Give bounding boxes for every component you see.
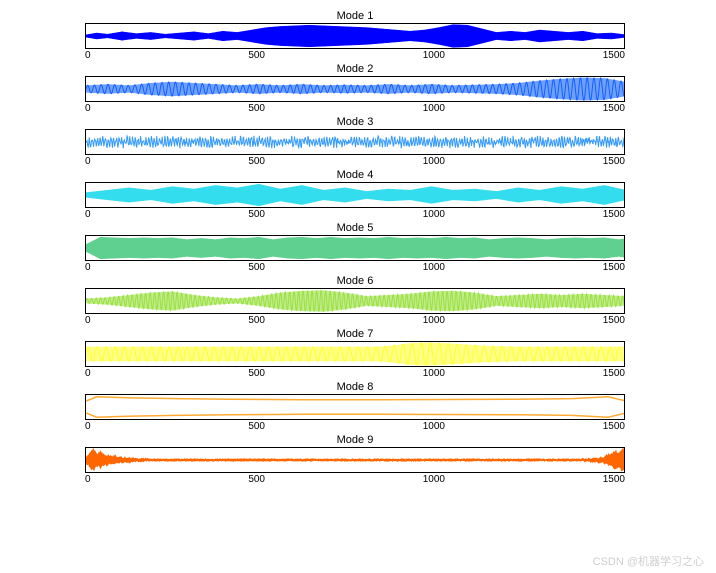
x-tick-label: 1500 <box>603 474 625 485</box>
x-tick-labels: 0 500 1000 1500 <box>85 262 625 273</box>
x-tick-label: 1500 <box>603 156 625 167</box>
x-tick-label: 0 <box>85 209 91 220</box>
waveform-svg <box>86 342 625 366</box>
subplot-title: Mode 7 <box>85 328 625 340</box>
x-tick-labels: 0 500 1000 1500 <box>85 421 625 432</box>
subplot-title: Mode 6 <box>85 275 625 287</box>
waveform-svg <box>86 395 625 419</box>
x-tick-label: 0 <box>85 315 91 326</box>
x-tick-labels: 0 500 1000 1500 <box>85 368 625 379</box>
x-tick-label: 500 <box>248 156 265 167</box>
subplot-mode-2: Mode 2 0 500 1000 1500 <box>85 63 625 114</box>
x-tick-label: 1000 <box>423 156 445 167</box>
waveform-svg <box>86 448 625 472</box>
figure-container: Mode 1050010001500Mode 2050010001500Mode… <box>0 0 716 573</box>
subplot-axes <box>85 288 625 314</box>
x-tick-label: 500 <box>248 368 265 379</box>
x-tick-labels: 0 500 1000 1500 <box>85 209 625 220</box>
x-tick-label: 500 <box>248 103 265 114</box>
subplot-title: Mode 1 <box>85 10 625 22</box>
subplot-title: Mode 2 <box>85 63 625 75</box>
subplot-mode-7: Mode 7 0 500 1000 1500 <box>85 328 625 379</box>
subplot-title: Mode 3 <box>85 116 625 128</box>
waveform-svg <box>86 289 625 313</box>
x-tick-label: 500 <box>248 50 265 61</box>
subplot-axes <box>85 23 625 49</box>
plot-area: Mode 1050010001500Mode 2050010001500Mode… <box>85 10 625 487</box>
watermark-text: CSDN @机器学习之心 <box>593 553 704 569</box>
x-tick-label: 0 <box>85 103 91 114</box>
x-tick-label: 0 <box>85 262 91 273</box>
subplot-mode-9: Mode 9 0 500 1000 1500 <box>85 434 625 485</box>
waveform-svg <box>86 24 625 48</box>
subplot-title: Mode 9 <box>85 434 625 446</box>
x-tick-label: 1500 <box>603 262 625 273</box>
x-tick-label: 1500 <box>603 50 625 61</box>
x-tick-label: 500 <box>248 421 265 432</box>
subplot-title: Mode 8 <box>85 381 625 393</box>
subplot-mode-4: Mode 4 0 500 1000 1500 <box>85 169 625 220</box>
subplot-axes <box>85 129 625 155</box>
x-tick-label: 0 <box>85 421 91 432</box>
x-tick-label: 0 <box>85 474 91 485</box>
x-tick-label: 1500 <box>603 315 625 326</box>
x-tick-labels: 0 500 1000 1500 <box>85 156 625 167</box>
x-tick-label: 1000 <box>423 209 445 220</box>
x-tick-label: 0 <box>85 156 91 167</box>
subplot-title: Mode 5 <box>85 222 625 234</box>
x-tick-label: 1500 <box>603 209 625 220</box>
x-tick-labels: 0 500 1000 1500 <box>85 50 625 61</box>
waveform-svg <box>86 183 625 207</box>
x-tick-labels: 0 500 1000 1500 <box>85 315 625 326</box>
subplot-axes <box>85 341 625 367</box>
x-tick-label: 1000 <box>423 262 445 273</box>
x-tick-label: 1000 <box>423 474 445 485</box>
subplot-mode-6: Mode 6 0 500 1000 1500 <box>85 275 625 326</box>
subplot-mode-8: Mode 8 0 500 1000 1500 <box>85 381 625 432</box>
subplot-mode-1: Mode 1 0 500 1000 1500 <box>85 10 625 61</box>
x-tick-label: 1500 <box>603 421 625 432</box>
x-tick-label: 1000 <box>423 315 445 326</box>
x-tick-labels: 0 500 1000 1500 <box>85 103 625 114</box>
subplot-title: Mode 4 <box>85 169 625 181</box>
x-tick-label: 500 <box>248 315 265 326</box>
x-tick-label: 0 <box>85 50 91 61</box>
x-tick-label: 1500 <box>603 368 625 379</box>
x-tick-label: 1000 <box>423 103 445 114</box>
subplot-mode-5: Mode 5 0 500 1000 1500 <box>85 222 625 273</box>
subplot-axes <box>85 447 625 473</box>
waveform-svg <box>86 236 625 260</box>
x-tick-label: 1000 <box>423 50 445 61</box>
x-tick-label: 1000 <box>423 421 445 432</box>
x-tick-labels: 0 500 1000 1500 <box>85 474 625 485</box>
subplot-axes <box>85 394 625 420</box>
x-tick-label: 500 <box>248 262 265 273</box>
subplot-axes <box>85 76 625 102</box>
subplot-axes <box>85 182 625 208</box>
subplot-mode-3: Mode 3 0 500 1000 1500 <box>85 116 625 167</box>
x-tick-label: 1000 <box>423 368 445 379</box>
waveform-svg <box>86 130 625 154</box>
x-tick-label: 500 <box>248 209 265 220</box>
x-tick-label: 1500 <box>603 103 625 114</box>
waveform-svg <box>86 77 625 101</box>
subplot-axes <box>85 235 625 261</box>
x-tick-label: 0 <box>85 368 91 379</box>
x-tick-label: 500 <box>248 474 265 485</box>
